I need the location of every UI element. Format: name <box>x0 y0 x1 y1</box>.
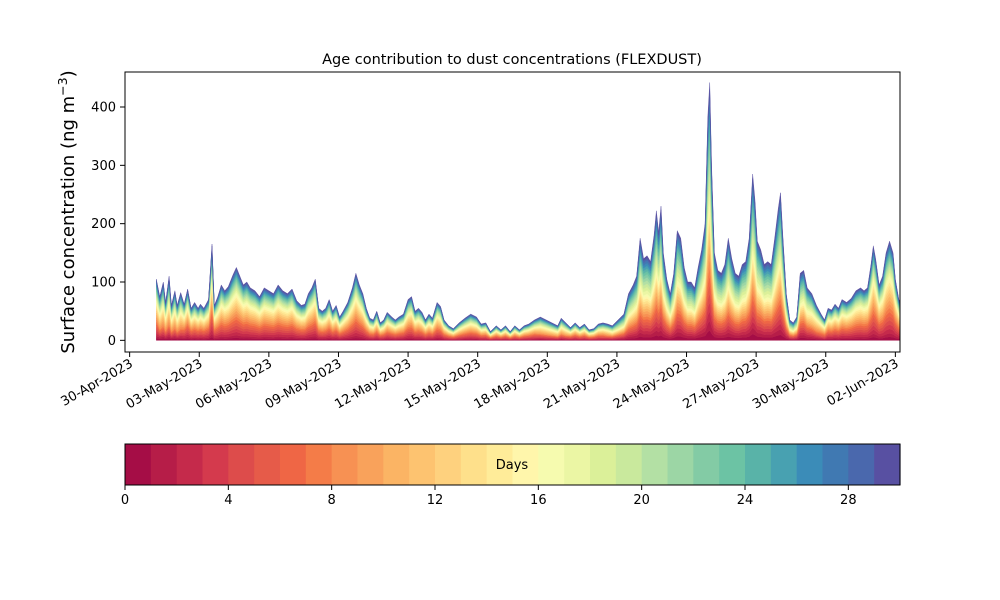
colorbar-bin <box>460 444 488 485</box>
x-tick-label: 09-May-2023 <box>263 356 345 412</box>
age-layer-day-29 <box>156 82 900 333</box>
colorbar-bin <box>383 444 410 485</box>
colorbar-bin <box>202 444 229 485</box>
colorbar-bin <box>770 444 798 485</box>
y-tick-label: 300 <box>91 159 116 174</box>
colorbar: Days 0 4 8 12 16 20 24 28 <box>121 443 901 508</box>
x-tick-label: 21-May-2023 <box>541 356 623 412</box>
colorbar-bin <box>822 444 849 485</box>
x-tick-label: 02-Jun-2023 <box>825 356 902 409</box>
x-tick-label: 27-May-2023 <box>680 356 762 412</box>
colorbar-tick-label: 8 <box>328 493 336 508</box>
colorbar-bin <box>796 444 824 485</box>
plot-area <box>156 82 900 341</box>
colorbar-label: Days <box>496 458 529 473</box>
colorbar-bin <box>538 444 565 485</box>
colorbar-bin <box>305 444 333 485</box>
colorbar-tick-label: 28 <box>840 493 857 508</box>
colorbar-tick-label: 20 <box>633 493 650 508</box>
colorbar-bin <box>874 444 901 485</box>
colorbar-bin <box>150 444 178 485</box>
colorbar-bin <box>667 444 694 485</box>
colorbar-ticks: 0 4 8 12 16 20 24 28 <box>121 485 857 508</box>
colorbar-frame <box>124 443 901 486</box>
x-tick-label: 03-May-2023 <box>124 356 206 412</box>
colorbar-bin <box>435 444 462 485</box>
x-tick-label: 30-May-2023 <box>750 356 832 412</box>
colorbar-bin <box>228 444 255 485</box>
y-tick-label: 400 <box>91 101 116 116</box>
y-tick-label: 200 <box>91 217 116 232</box>
chart-title: Age contribution to dust concentrations … <box>322 52 702 68</box>
colorbar-bin <box>615 444 643 485</box>
y-axis: 0 100 200 300 400 <box>91 101 125 349</box>
colorbar-bins <box>125 444 901 485</box>
colorbar-bin <box>254 444 281 485</box>
y-tick-label: 0 <box>108 334 116 349</box>
colorbar-bin <box>280 444 307 485</box>
colorbar-bin <box>409 444 436 485</box>
colorbar-bin <box>512 444 539 485</box>
colorbar-bin <box>745 444 772 485</box>
colorbar-bin <box>176 444 204 485</box>
colorbar-tick-label: 0 <box>121 493 129 508</box>
plot-frame <box>124 71 901 353</box>
x-tick-label: 06-May-2023 <box>193 356 275 412</box>
colorbar-bin <box>125 444 152 485</box>
colorbar-bin <box>331 444 359 485</box>
colorbar-tick-label: 4 <box>224 493 232 508</box>
x-tick-label: 18-May-2023 <box>472 356 554 412</box>
x-tick-label: 24-May-2023 <box>611 356 693 412</box>
colorbar-tick-label: 12 <box>427 493 444 508</box>
colorbar-bin <box>848 444 875 485</box>
y-tick-label: 100 <box>91 276 116 291</box>
colorbar-bin <box>719 444 746 485</box>
colorbar-bin <box>641 444 669 485</box>
colorbar-bin <box>590 444 617 485</box>
colorbar-bin <box>357 444 384 485</box>
y-axis-label: Surface concentration (ng m−3) <box>55 70 79 353</box>
colorbar-tick-label: 16 <box>530 493 547 508</box>
colorbar-bin <box>693 444 720 485</box>
x-tick-label: 15-May-2023 <box>402 356 484 412</box>
colorbar-bin <box>564 444 591 485</box>
x-axis: 30-Apr-202303-May-202306-May-202309-May-… <box>59 352 902 412</box>
colorbar-bin <box>486 444 514 485</box>
x-tick-label: 12-May-2023 <box>332 356 414 412</box>
colorbar-tick-label: 24 <box>737 493 754 508</box>
